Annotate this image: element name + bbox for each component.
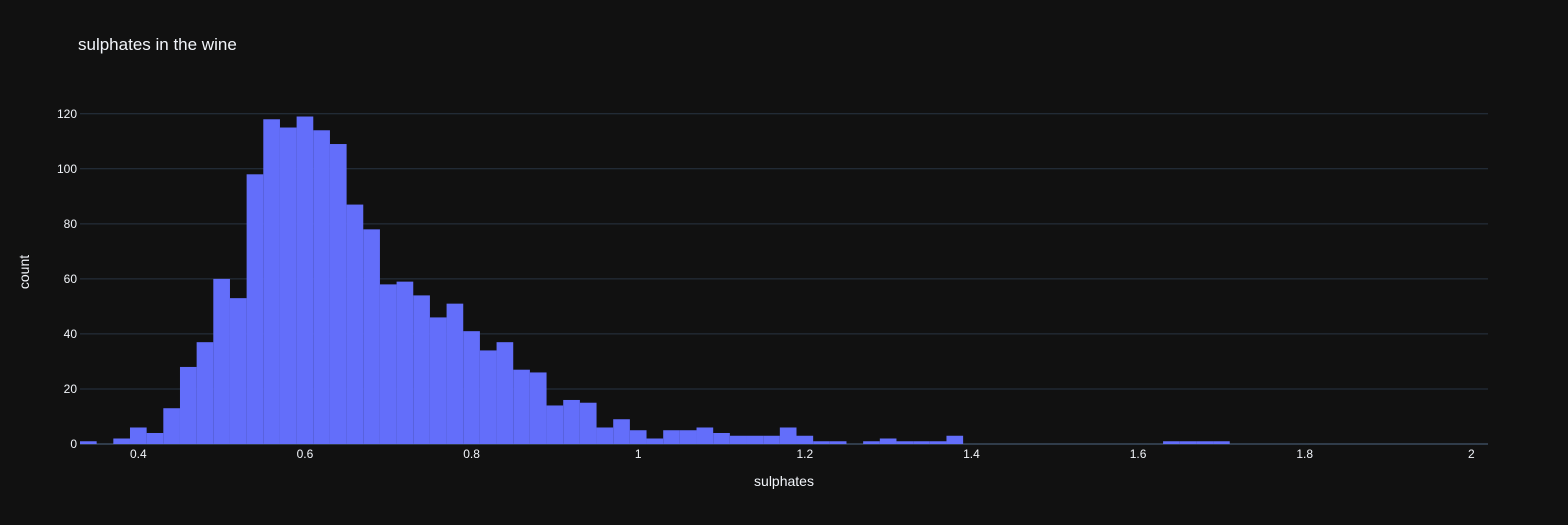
histogram-bar — [713, 432, 730, 444]
histogram-bar — [629, 430, 647, 444]
histogram-bar — [663, 430, 680, 444]
histogram-bar — [329, 144, 347, 445]
x-axis-ticks: 0.4 0.6 0.8 1 1.2 1.4 1.6 1.8 2 — [130, 447, 1475, 461]
histogram-bar — [113, 438, 130, 444]
y-tick-label: 40 — [64, 327, 78, 341]
histogram-bar — [863, 441, 880, 444]
histogram-bar — [879, 438, 897, 444]
histogram-bar — [696, 427, 714, 444]
histogram-bar — [446, 303, 464, 444]
histogram-bar — [429, 317, 447, 444]
histogram-bars — [80, 116, 1230, 445]
histogram-bar — [379, 284, 397, 444]
histogram-bar — [529, 372, 547, 444]
x-tick-label: 0.4 — [130, 447, 147, 461]
histogram-bar — [129, 427, 147, 444]
histogram-bar — [763, 435, 780, 444]
histogram-bar — [946, 435, 964, 444]
y-tick-label: 100 — [57, 162, 77, 176]
histogram-bar — [163, 408, 180, 444]
histogram-bar — [513, 369, 530, 444]
x-tick-label: 1.6 — [1130, 447, 1147, 461]
histogram-bar — [929, 441, 947, 444]
histogram-bar — [213, 278, 230, 444]
x-tick-label: 1 — [635, 447, 642, 461]
histogram-bar — [913, 441, 930, 444]
histogram-bar — [346, 204, 364, 444]
histogram-bar — [579, 402, 597, 444]
x-tick-label: 1.8 — [1296, 447, 1313, 461]
histogram-bar — [646, 438, 664, 444]
x-tick-label: 1.2 — [796, 447, 813, 461]
y-tick-label: 20 — [64, 382, 78, 396]
histogram-bar — [80, 441, 97, 444]
y-tick-label: 0 — [70, 437, 77, 451]
histogram-bar — [1163, 441, 1180, 444]
histogram-bar — [313, 130, 330, 444]
histogram-bar — [413, 295, 430, 444]
histogram-bar — [679, 430, 697, 444]
chart-title: sulphates in the wine — [78, 35, 237, 54]
y-axis-title: count — [16, 255, 32, 289]
histogram-bar — [263, 119, 280, 444]
y-tick-label: 120 — [57, 107, 77, 121]
histogram-bar — [463, 331, 480, 444]
histogram-bar — [829, 441, 847, 444]
histogram-bar — [563, 399, 580, 444]
histogram-bar — [496, 342, 514, 444]
histogram-bar — [613, 419, 630, 444]
histogram-bar — [896, 441, 914, 444]
x-axis-title: sulphates — [754, 473, 814, 489]
x-tick-label: 0.8 — [463, 447, 480, 461]
y-axis-ticks: 0 20 40 60 80 100 120 — [57, 107, 77, 451]
histogram-bar — [546, 405, 564, 444]
histogram-bar — [363, 229, 380, 444]
y-tick-label: 60 — [64, 272, 78, 286]
x-tick-label: 0.6 — [297, 447, 314, 461]
histogram-bar — [1213, 441, 1230, 444]
histogram-bar — [229, 298, 247, 444]
histogram-bar — [796, 435, 814, 444]
histogram-bar — [1179, 441, 1197, 444]
histogram-bar — [196, 342, 214, 444]
histogram-bar — [813, 441, 830, 444]
x-tick-label: 2 — [1468, 447, 1475, 461]
histogram-bar — [179, 366, 197, 444]
histogram-bar — [479, 350, 497, 444]
histogram-bar — [1196, 441, 1214, 444]
histogram-bar — [279, 127, 297, 445]
histogram-bar — [779, 427, 797, 444]
histogram-bar — [296, 116, 314, 445]
histogram-bar — [746, 435, 764, 444]
y-tick-label: 80 — [64, 217, 78, 231]
histogram-bar — [146, 432, 164, 444]
histogram-bar — [729, 435, 747, 444]
histogram-bar — [396, 281, 414, 444]
histogram-bar — [246, 174, 264, 444]
histogram-bar — [596, 427, 614, 444]
x-tick-label: 1.4 — [963, 447, 980, 461]
